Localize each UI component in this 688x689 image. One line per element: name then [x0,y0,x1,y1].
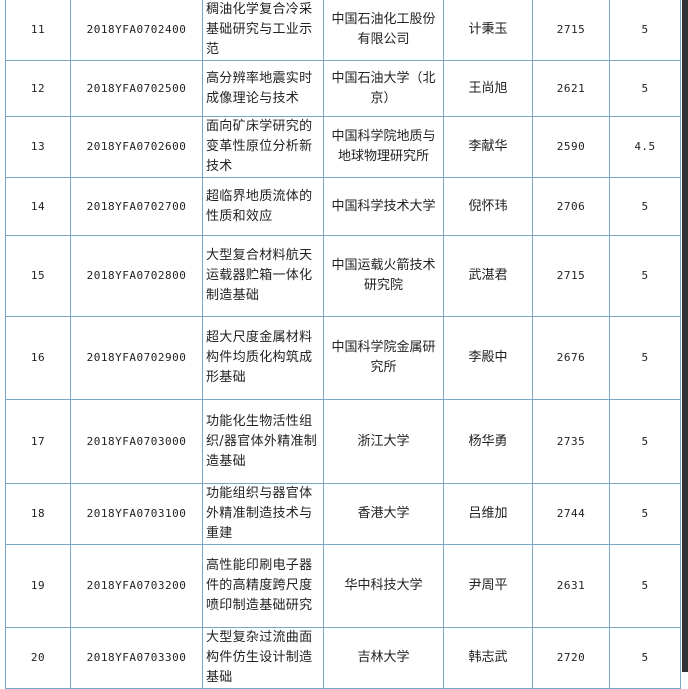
project-code: 2018YFA0703200 [70,544,203,628]
project-leader: 杨华勇 [443,399,533,484]
project-name: 超大尺度金属材料构件均质化构筑成形基础 [202,316,324,400]
page-edge [682,0,688,672]
project-leader: 吕维加 [443,483,533,545]
row-number: 17 [5,399,71,484]
row-number: 14 [5,177,71,236]
budget: 2631 [532,544,610,628]
duration-years: 5 [609,177,681,236]
organization: 中国科学院地质与地球物理研究所 [323,116,444,178]
budget: 2715 [532,0,610,61]
budget: 2720 [532,627,610,689]
duration-years: 5 [609,316,681,400]
organization: 中国石油大学（北京） [323,60,444,117]
table-row: 13 2018YFA0702600 面向矿床学研究的变革性原位分析新技术 中国科学院地… [5,116,681,178]
budget: 2715 [532,235,610,317]
project-code: 2018YFA0702600 [70,116,203,178]
row-number: 20 [5,627,71,689]
project-leader: 王尚旭 [443,60,533,117]
table-row: 12 2018YFA0702500 高分辨率地震实时成像理论与技术 中国石油大学（北京… [5,60,681,117]
project-code: 2018YFA0703300 [70,627,203,689]
budget: 2590 [532,116,610,178]
project-code: 2018YFA0702900 [70,316,203,400]
duration-years: 5 [609,235,681,317]
project-code: 2018YFA0702800 [70,235,203,317]
project-code: 2018YFA0702700 [70,177,203,236]
project-name: 高分辨率地震实时成像理论与技术 [202,60,324,117]
duration-years: 4.5 [609,116,681,178]
table-row: 11 2018YFA0702400 稠油化学复合冷采基础研究与工业示范 中国石油化工股… [5,0,681,61]
table-row: 15 2018YFA0702800 大型复合材料航天运载器贮箱一体化制造基础 中国运载… [5,235,681,317]
organization: 华中科技大学 [323,544,444,628]
project-name: 高性能印刷电子器件的高精度跨尺度喷印制造基础研究 [202,544,324,628]
project-code: 2018YFA0702500 [70,60,203,117]
row-number: 13 [5,116,71,178]
row-number: 11 [5,0,71,61]
table-row: 18 2018YFA0703100 功能组织与器官体外精准制造技术与重建 香港大学 吕维… [5,483,681,545]
project-name: 功能组织与器官体外精准制造技术与重建 [202,483,324,545]
project-leader: 李殿中 [443,316,533,400]
organization: 中国科学技术大学 [323,177,444,236]
organization: 中国运载火箭技术研究院 [323,235,444,317]
table-row: 17 2018YFA0703000 功能化生物活性组织/器官体外精准制造基础 浙江大学… [5,399,681,484]
duration-years: 5 [609,544,681,628]
project-name: 面向矿床学研究的变革性原位分析新技术 [202,116,324,178]
project-name: 超临界地质流体的性质和效应 [202,177,324,236]
project-name: 稠油化学复合冷采基础研究与工业示范 [202,0,324,61]
project-leader: 武湛君 [443,235,533,317]
organization: 吉林大学 [323,627,444,689]
project-leader: 计秉玉 [443,0,533,61]
duration-years: 5 [609,399,681,484]
table-row: 16 2018YFA0702900 超大尺度金属材料构件均质化构筑成形基础 中国科学院… [5,316,681,400]
organization: 中国石油化工股份有限公司 [323,0,444,61]
project-leader: 韩志武 [443,627,533,689]
row-number: 16 [5,316,71,400]
table-row: 20 2018YFA0703300 大型复杂过流曲面构件仿生设计制造基础 吉林大学 韩志… [5,627,681,689]
projects-table: 11 2018YFA0702400 稠油化学复合冷采基础研究与工业示范 中国石油化工股… [5,0,681,689]
duration-years: 5 [609,627,681,689]
row-number: 12 [5,60,71,117]
row-number: 19 [5,544,71,628]
row-number: 15 [5,235,71,317]
duration-years: 5 [609,60,681,117]
table-row: 19 2018YFA0703200 高性能印刷电子器件的高精度跨尺度喷印制造基础研究… [5,544,681,628]
project-leader: 李献华 [443,116,533,178]
project-name: 大型复杂过流曲面构件仿生设计制造基础 [202,627,324,689]
project-leader: 倪怀玮 [443,177,533,236]
table-row: 14 2018YFA0702700 超临界地质流体的性质和效应 中国科学技术大学 倪怀玮… [5,177,681,236]
project-code: 2018YFA0703100 [70,483,203,545]
project-leader: 尹周平 [443,544,533,628]
budget: 2676 [532,316,610,400]
row-number: 18 [5,483,71,545]
budget: 2744 [532,483,610,545]
organization: 香港大学 [323,483,444,545]
budget: 2735 [532,399,610,484]
project-name: 功能化生物活性组织/器官体外精准制造基础 [202,399,324,484]
duration-years: 5 [609,483,681,545]
budget: 2621 [532,60,610,117]
duration-years: 5 [609,0,681,61]
project-name: 大型复合材料航天运载器贮箱一体化制造基础 [202,235,324,317]
project-code: 2018YFA0702400 [70,0,203,61]
organization: 中国科学院金属研究所 [323,316,444,400]
organization: 浙江大学 [323,399,444,484]
budget: 2706 [532,177,610,236]
project-code: 2018YFA0703000 [70,399,203,484]
